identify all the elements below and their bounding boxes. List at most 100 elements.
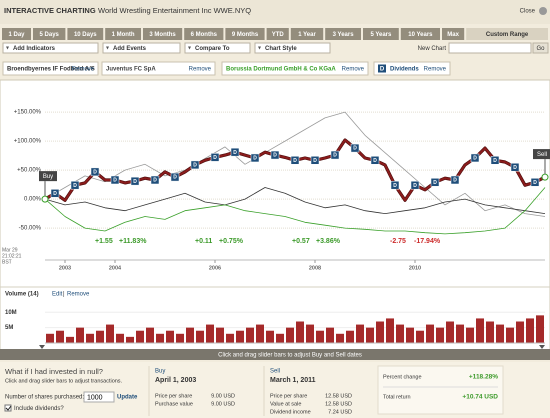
dividend-label: D bbox=[133, 179, 137, 185]
dropdown[interactable] bbox=[102, 42, 181, 54]
tab[interactable] bbox=[325, 28, 361, 40]
tab[interactable] bbox=[2, 28, 31, 40]
buy-flag-label: Buy bbox=[43, 174, 53, 180]
tab-label[interactable]: 5 Years bbox=[370, 32, 392, 38]
tab-label[interactable]: Max bbox=[447, 32, 459, 38]
legend-name: Borussia Dortmund GmbH & Co KGaA bbox=[226, 66, 336, 72]
slider-handle[interactable] bbox=[539, 345, 545, 349]
tab-label[interactable]: 1 Year bbox=[298, 32, 316, 38]
tab[interactable] bbox=[290, 28, 324, 40]
dropdown-label[interactable]: Chart Style bbox=[265, 46, 297, 52]
go-label[interactable]: Go bbox=[536, 46, 545, 52]
tab-label[interactable]: 3 Months bbox=[149, 32, 176, 38]
tab[interactable] bbox=[105, 28, 141, 40]
tab[interactable] bbox=[67, 28, 104, 40]
tab[interactable] bbox=[400, 28, 440, 40]
tab-label[interactable]: 1 Day bbox=[8, 32, 25, 38]
dividend-marker[interactable] bbox=[70, 180, 80, 190]
buy-date: April 1, 2003 bbox=[155, 377, 196, 384]
dropdown-label[interactable]: Compare To bbox=[195, 46, 230, 52]
dividend-marker[interactable] bbox=[370, 156, 380, 165]
dropdown[interactable] bbox=[2, 42, 99, 54]
tab-label[interactable]: 3 Years bbox=[333, 32, 355, 38]
dividend-marker[interactable] bbox=[110, 175, 120, 185]
volume-edit[interactable]: Edit bbox=[52, 292, 63, 298]
tab-label[interactable]: YTD bbox=[272, 32, 285, 38]
tab[interactable] bbox=[466, 28, 548, 40]
dividend-marker[interactable] bbox=[150, 175, 160, 185]
dividend-marker[interactable] bbox=[270, 150, 280, 160]
sell-point[interactable] bbox=[541, 173, 549, 181]
volume-bar bbox=[126, 336, 134, 343]
x-tick-label: 2006 bbox=[209, 265, 221, 271]
legend-remove[interactable]: Remove bbox=[424, 66, 447, 72]
volume-remove[interactable]: Remove bbox=[67, 292, 90, 298]
y-tick-label: 0.00% bbox=[24, 197, 42, 203]
dividend-marker[interactable] bbox=[530, 178, 540, 187]
volume-bar bbox=[196, 330, 204, 343]
dropdown[interactable] bbox=[184, 42, 251, 54]
tab-label[interactable]: 1 Month bbox=[112, 32, 135, 38]
slider-bar[interactable] bbox=[0, 349, 550, 360]
dividend-marker[interactable] bbox=[510, 162, 520, 172]
dividend-marker[interactable] bbox=[390, 180, 400, 190]
legend-remove[interactable]: Remove bbox=[189, 66, 212, 72]
new-chart-input[interactable] bbox=[448, 42, 532, 54]
dividend-marker[interactable] bbox=[410, 180, 420, 190]
tab[interactable] bbox=[442, 28, 465, 40]
legend-remove[interactable]: Remove bbox=[342, 66, 365, 72]
dividend-marker[interactable] bbox=[470, 153, 480, 163]
tab-label[interactable]: 6 Months bbox=[191, 32, 218, 38]
dividend-marker[interactable] bbox=[90, 167, 100, 177]
dividend-marker[interactable] bbox=[130, 176, 140, 186]
dividend-marker[interactable] bbox=[250, 153, 260, 163]
dividend-marker[interactable] bbox=[290, 156, 300, 165]
legend-remove[interactable]: Remove bbox=[72, 66, 95, 72]
dividend-marker[interactable] bbox=[170, 172, 180, 182]
volume-bar bbox=[446, 321, 454, 343]
update-button[interactable]: Update bbox=[117, 395, 138, 401]
dividend-marker[interactable] bbox=[190, 160, 200, 170]
y-tick-label: +150.00% bbox=[14, 110, 42, 116]
buy-row-value: 9.00 USD bbox=[211, 393, 235, 399]
volume-bar bbox=[516, 321, 524, 343]
legend-icon bbox=[378, 64, 386, 73]
volume-bar bbox=[166, 330, 174, 343]
dividend-marker[interactable] bbox=[350, 143, 360, 153]
sell-flag[interactable] bbox=[533, 149, 550, 160]
dividend-marker[interactable] bbox=[50, 189, 60, 198]
dropdown[interactable] bbox=[254, 42, 331, 54]
dividend-marker[interactable] bbox=[310, 156, 320, 165]
dividend-marker[interactable] bbox=[430, 178, 440, 187]
close-link[interactable]: Close bbox=[520, 9, 536, 15]
close-icon[interactable] bbox=[539, 7, 547, 15]
dividend-marker[interactable] bbox=[490, 156, 500, 165]
tab[interactable] bbox=[266, 28, 289, 40]
dividend-marker[interactable] bbox=[450, 175, 460, 185]
volume-tick-label: 5M bbox=[5, 325, 13, 331]
buy-point[interactable] bbox=[41, 195, 49, 203]
volume-title: Volume (14) bbox=[5, 292, 39, 298]
tab[interactable] bbox=[143, 28, 183, 40]
dividend-marker[interactable] bbox=[330, 150, 340, 160]
dividend-marker[interactable] bbox=[230, 147, 240, 157]
tab[interactable] bbox=[33, 28, 66, 40]
tab-label[interactable]: Custom Range bbox=[486, 32, 529, 38]
shares-input[interactable] bbox=[83, 391, 115, 403]
tab-label[interactable]: 10 Years bbox=[408, 32, 433, 38]
dividend-marker[interactable] bbox=[210, 153, 220, 162]
slider-hint: Click and drag slider bars to adjust Buy… bbox=[218, 353, 362, 359]
tab[interactable] bbox=[363, 28, 399, 40]
dropdown-label[interactable]: Add Indicators bbox=[13, 46, 56, 52]
buy-flag[interactable] bbox=[39, 171, 57, 182]
tab-label[interactable]: 5 Days bbox=[40, 32, 60, 38]
tab-label[interactable]: 10 Days bbox=[74, 32, 97, 38]
go-button[interactable] bbox=[532, 42, 549, 54]
slider-handle[interactable] bbox=[39, 345, 45, 349]
tab[interactable] bbox=[225, 28, 265, 40]
dropdown-label[interactable]: Add Events bbox=[113, 46, 147, 52]
tab-label[interactable]: 9 Months bbox=[232, 32, 259, 38]
tab[interactable] bbox=[184, 28, 224, 40]
dividends-checkbox[interactable] bbox=[4, 404, 12, 412]
